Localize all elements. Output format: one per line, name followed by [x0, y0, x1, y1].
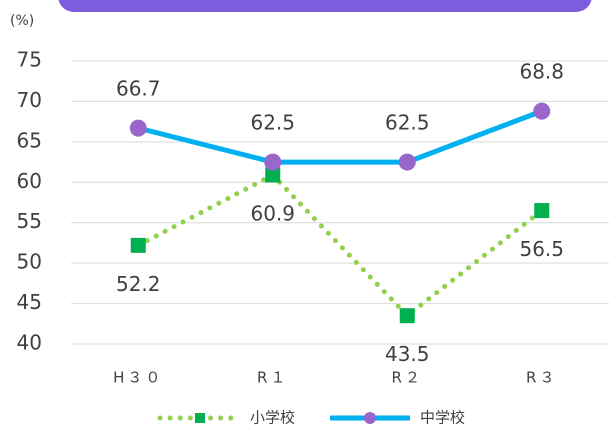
marker	[364, 412, 376, 424]
marker	[533, 102, 551, 120]
marker	[264, 153, 282, 171]
x-tick-label: R３	[526, 369, 557, 387]
marker	[130, 237, 146, 253]
marker	[195, 413, 205, 423]
y-tick-label: 40	[17, 331, 42, 355]
y-tick-label: 65	[17, 128, 42, 152]
y-tick-label: 75	[17, 48, 42, 72]
data-label: 60.9	[250, 202, 295, 226]
x-tick-label: R２	[392, 369, 423, 387]
y-tick-label: 50	[17, 250, 42, 274]
y-axis-label: (%)	[10, 13, 34, 29]
marker	[129, 119, 147, 137]
x-tick-label: R１	[257, 369, 288, 387]
data-label: 56.5	[519, 237, 564, 261]
data-label: 62.5	[385, 111, 430, 135]
y-tick-label: 60	[17, 169, 42, 193]
series-line	[137, 108, 543, 165]
data-label: 66.7	[116, 77, 161, 101]
marker	[399, 308, 415, 324]
header-banner	[58, 0, 592, 12]
data-label: 68.8	[519, 60, 564, 84]
y-tick-label: 55	[17, 209, 42, 233]
marker	[265, 167, 281, 183]
legend-label: 小学校	[250, 409, 295, 427]
data-label: 52.2	[116, 272, 161, 296]
legend-label: 中学校	[420, 409, 465, 427]
data-label: 62.5	[250, 111, 295, 135]
marker	[534, 203, 550, 219]
y-tick-label: 70	[17, 88, 42, 112]
y-tick-label: 45	[17, 290, 42, 314]
marker	[398, 153, 416, 171]
data-label: 43.5	[385, 342, 430, 366]
series-line	[135, 171, 545, 320]
x-tick-label: H３０	[113, 369, 163, 387]
